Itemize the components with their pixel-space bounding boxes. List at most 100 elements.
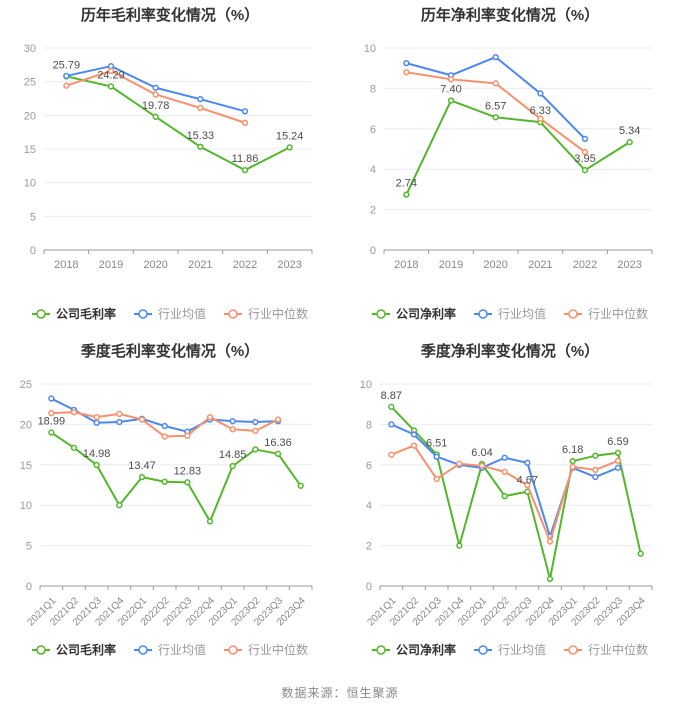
legend-item-公司毛利率[interactable]: 公司毛利率 — [32, 642, 116, 657]
value-label: 14.85 — [219, 449, 247, 461]
data-point-行业中位数 — [241, 119, 249, 126]
data-point-行业均值 — [537, 90, 544, 97]
data-point-行业中位数 — [138, 416, 146, 423]
data-point-行业中位数 — [581, 148, 589, 156]
value-label: 19.78 — [142, 100, 170, 112]
legend-item-公司净利率[interactable]: 公司净利率 — [372, 306, 456, 321]
legend-item-行业中位数[interactable]: 行业中位数 — [224, 306, 308, 321]
charts-grid: 0 5 10 15 20 25 30 2018 2019 2020 2021 2022 2023 25.7… — [0, 0, 680, 672]
series-line-公司净利率 — [405, 99, 631, 196]
data-point-公司毛利率 — [252, 446, 259, 453]
chart-title: 历年净利率变化情况（%） — [421, 6, 599, 24]
y-axis-tick-label: 10 — [364, 43, 376, 55]
x-axis-label: 2020 — [143, 259, 167, 271]
x-axis-label: 2023 — [617, 259, 641, 271]
legend-item-公司毛利率[interactable]: 公司毛利率 — [32, 306, 116, 321]
legend-marker-ring — [138, 309, 148, 319]
data-point-行业中位数 — [537, 115, 544, 122]
legend-item-行业均值[interactable]: 行业均值 — [134, 642, 206, 657]
x-axis-label: 2022 — [233, 259, 257, 271]
data-point-行业均值 — [161, 422, 168, 430]
data-source-note: 数据来源：恒生聚源 — [281, 685, 399, 700]
value-label: 3.95 — [574, 153, 595, 165]
data-point-公司毛利率 — [152, 113, 159, 120]
value-label: 16.36 — [264, 437, 292, 449]
y-axis-tick-label: 5 — [30, 211, 36, 223]
legend-label: 行业中位数 — [248, 306, 308, 321]
data-point-行业中位数 — [492, 80, 499, 87]
quarterly-gross-margin-svg: 05101520252021Q12021Q22021Q32021Q42022Q1… — [20, 342, 313, 657]
legend-marker-ring — [568, 309, 578, 319]
data-point-公司净利率 — [581, 167, 589, 174]
data-point-行业中位数 — [206, 413, 214, 421]
data-point-公司毛利率 — [116, 502, 123, 509]
data-point-行业中位数 — [501, 468, 508, 476]
data-point-行业中位数 — [93, 413, 100, 421]
series-line-公司毛利率 — [66, 75, 291, 172]
data-point-行业中位数 — [592, 466, 599, 474]
x-axis-label: 2022 — [573, 259, 597, 271]
data-point-行业均值 — [63, 72, 70, 80]
y-axis-tick-label: 20 — [20, 419, 32, 431]
data-point-公司净利率 — [501, 492, 508, 500]
data-point-公司净利率 — [569, 458, 576, 465]
data-point-公司净利率 — [626, 138, 633, 146]
chart-annual-gross-margin: 0 5 10 15 20 25 30 2018 2019 2020 2021 2022 2023 25.7… — [0, 0, 340, 336]
data-point-行业均值 — [524, 459, 531, 466]
data-point-行业均值 — [614, 464, 622, 471]
data-point-行业均值 — [592, 473, 599, 481]
value-label: 11.86 — [232, 153, 259, 165]
legend-label: 公司净利率 — [396, 306, 456, 321]
legend-label: 行业均值 — [158, 642, 206, 657]
data-point-行业中位数 — [478, 462, 486, 469]
data-point-公司毛利率 — [241, 166, 249, 174]
series-line-行业均值 — [406, 56, 586, 140]
legend-item-行业中位数[interactable]: 行业中位数 — [564, 642, 648, 657]
data-point-行业中位数 — [614, 457, 622, 464]
y-axis-tick-label: 0 — [370, 245, 376, 257]
y-axis-tick-label: 15 — [20, 460, 32, 472]
legend-item-行业中位数[interactable]: 行业中位数 — [224, 642, 308, 657]
data-point-行业均值 — [492, 53, 499, 61]
y-axis-tick-label: 0 — [366, 581, 372, 593]
data-point-行业均值 — [229, 418, 236, 425]
data-point-公司毛利率 — [48, 429, 55, 436]
chart-quarterly-net-margin: 0 2 4 6 8 10 2021Q1 2021Q2 2021Q3 2021Q4 2022Q1 202… — [340, 336, 680, 672]
y-axis-tick-label: 20 — [24, 110, 36, 122]
y-axis-tick-label: 8 — [370, 83, 376, 95]
data-point-行业中位数 — [48, 409, 55, 417]
y-axis-tick-label: 8 — [366, 419, 372, 431]
data-point-行业中位数 — [152, 91, 159, 98]
data-point-行业均值 — [152, 84, 159, 91]
data-point-行业中位数 — [388, 451, 395, 458]
legend-item-行业中位数[interactable]: 行业中位数 — [564, 306, 648, 321]
data-point-行业均值 — [581, 135, 589, 143]
chart-title: 季度净利率变化情况（%） — [421, 342, 599, 360]
legend-item-行业均值[interactable]: 行业均值 — [134, 306, 206, 321]
legend-item-行业均值[interactable]: 行业均值 — [474, 306, 546, 321]
legend-label: 公司毛利率 — [56, 642, 116, 657]
data-point-公司毛利率 — [206, 518, 214, 525]
legend-label: 公司净利率 — [396, 642, 456, 657]
data-point-公司毛利率 — [197, 143, 204, 150]
data-point-行业中位数 — [569, 463, 576, 470]
quarterly-net-margin-svg: 02468102021Q12021Q22021Q32021Q42022Q1202… — [360, 342, 653, 657]
legend-item-公司净利率[interactable]: 公司净利率 — [372, 642, 456, 657]
data-point-行业中位数 — [274, 416, 282, 423]
value-label: 7.40 — [440, 84, 461, 96]
value-label: 6.18 — [562, 444, 583, 456]
data-point-公司净利率 — [492, 114, 499, 121]
data-point-公司净利率 — [546, 575, 554, 583]
legend-label: 行业中位数 — [588, 642, 648, 657]
value-label: 4.67 — [517, 475, 538, 487]
data-point-行业均值 — [403, 60, 410, 67]
legend-item-行业均值[interactable]: 行业均值 — [474, 642, 546, 657]
legend-marker-ring — [36, 309, 46, 319]
data-point-公司毛利率 — [297, 482, 304, 489]
chart-quarterly-gross-margin: 0 5 10 15 20 25 2021Q1 2021Q2 2021Q3 2021Q4 2022Q1… — [0, 336, 340, 672]
x-axis-label: 2019 — [439, 259, 463, 271]
y-axis-tick-label: 15 — [24, 144, 36, 156]
data-point-公司净利率 — [388, 403, 395, 410]
data-point-行业均值 — [501, 454, 508, 461]
value-label: 15.24 — [276, 130, 304, 142]
